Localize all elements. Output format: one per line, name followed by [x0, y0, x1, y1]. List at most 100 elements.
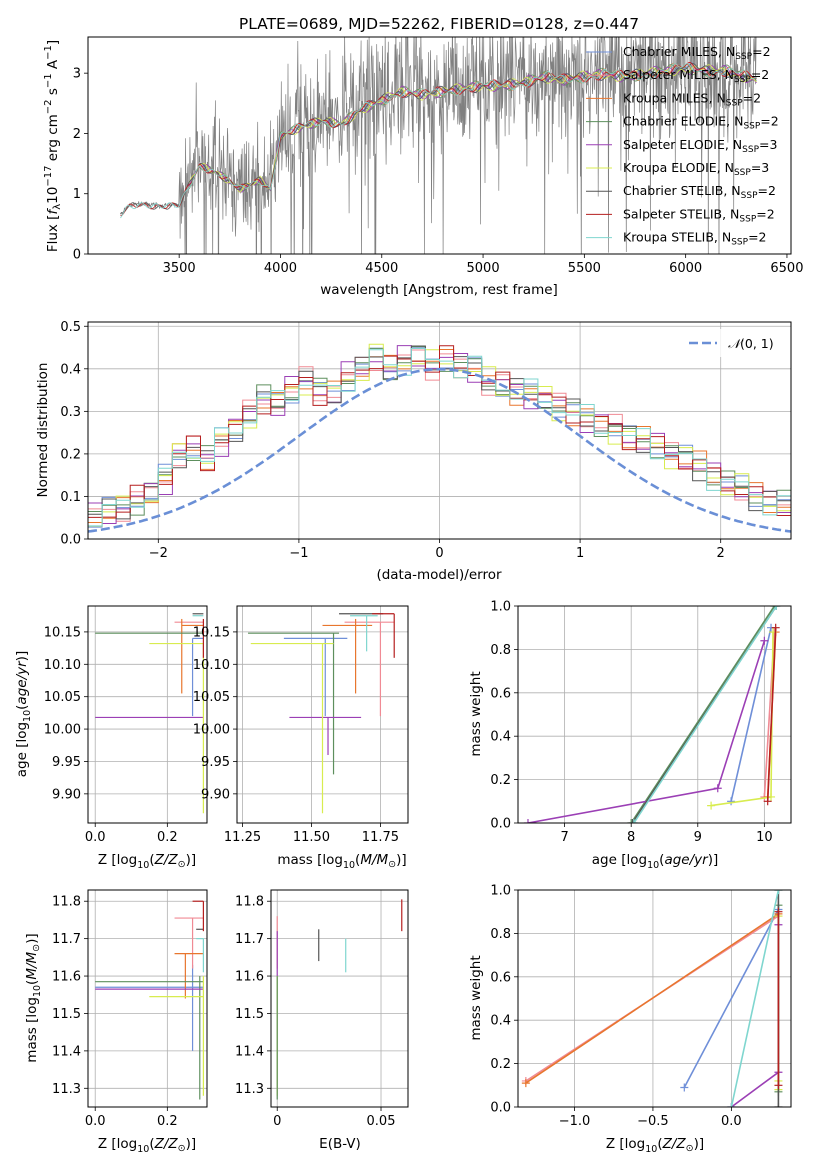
- y-tick-label: 0.8: [490, 643, 511, 658]
- errorbar-chabrier-miles: [191, 637, 204, 717]
- y-tick-label: 1.0: [490, 884, 511, 899]
- y-tick-label: 9.95: [52, 755, 81, 770]
- legend-entry: Salpeter ELODIE, NSSP=3: [623, 137, 777, 155]
- series-line: [730, 924, 780, 1107]
- x-tick-label: 0.0: [721, 1114, 742, 1129]
- errorbar-salpeter-elodie: [289, 716, 362, 755]
- x-tick-label: 0: [273, 1114, 281, 1129]
- histogram-chabrier-miles: [88, 346, 791, 528]
- errorbar-kroupa-elodie: [149, 642, 204, 814]
- y-tick-label: 0.0: [490, 817, 511, 832]
- y-tick-label: 0.3: [60, 405, 81, 420]
- plot-area: [521, 890, 783, 1107]
- series-kroupa-stelib: [629, 606, 781, 823]
- y-tick-label: 0.2: [490, 773, 511, 788]
- y-tick-label: 0.4: [490, 1014, 511, 1029]
- errorbar-salpeter-stelib: [192, 900, 204, 932]
- model-line-salpeter-stelib: [120, 62, 757, 217]
- legend-entry: Salpeter STELIB, NSSP=2: [623, 206, 775, 224]
- panel-age-vs-mass: 11.25 11.50 11.75 9.90 9.95 10.00 10.05 10.10 10…: [193, 605, 409, 871]
- y-tick-label: 0.1: [60, 490, 81, 505]
- y-tick-label: 0.8: [490, 927, 511, 942]
- series-salpeter-stelib: [774, 907, 783, 1090]
- series-marker: [774, 1081, 783, 1090]
- errorbar-kroupa-miles: [322, 618, 373, 694]
- errorbar-kroupa-miles: [174, 953, 204, 999]
- y-tick-label: 0.6: [490, 970, 511, 985]
- y-tick-label: 10.05: [193, 690, 230, 705]
- x-tick-label: 5500: [568, 261, 601, 276]
- panel-mass-vs-z: 0.0 0.2 11.3 11.4 11.5 11.6 11.7 11.8 Z [log10(Z…: [24, 889, 208, 1155]
- legend-entry: Kroupa ELODIE, NSSP=3: [623, 160, 769, 178]
- x-tick-label: 5000: [467, 261, 500, 276]
- series-marker: [772, 606, 781, 610]
- x-axis-label: (data-model)/error: [376, 567, 502, 583]
- x-tick-label: 11.25: [224, 830, 261, 845]
- errorbar-kroupa-stelib: [196, 938, 204, 973]
- y-tick-label: 0.0: [60, 533, 81, 548]
- panel-age-vs-z: 0.0 0.2 9.90 9.95 10.00 10.05 10.10 10.15 Z [log…: [14, 605, 208, 871]
- y-tick-label: 0.2: [60, 447, 81, 462]
- y-tick-label: 3: [73, 67, 81, 82]
- panel-weight-vs-z: −1.0 −0.5 0.0 0.0 0.2 0.4 0.6 0.8 1.0 Z [log10(Z/…: [468, 884, 792, 1155]
- errorbar-salpeter-stelib: [372, 613, 395, 658]
- histogram-kroupa-elodie: [88, 343, 791, 527]
- legend-entry: Chabrier ELODIE, NSSP=2: [623, 114, 779, 132]
- x-axis-label: age [log10(age/yr)]: [592, 852, 718, 871]
- series-line: [730, 627, 772, 802]
- series-marker: [680, 1083, 689, 1092]
- y-tick-label: 11.8: [235, 895, 264, 910]
- x-tick-label: 11.75: [362, 830, 399, 845]
- errorbar-salpeter-miles: [174, 917, 204, 969]
- legend-entry: Chabrier MILES, NSSP=2: [623, 44, 771, 62]
- series-kroupa-miles: [521, 909, 783, 1088]
- series-marker: [774, 1103, 783, 1107]
- x-tick-label: 0.05: [367, 1114, 396, 1129]
- x-tick-label: −1: [289, 546, 308, 561]
- y-tick-label: 1: [73, 187, 81, 202]
- y-axis-label: Normed distribution: [35, 363, 51, 498]
- spectrum-data-line: [120, 37, 757, 254]
- series-line: [525, 913, 779, 1084]
- x-tick-label: −2: [149, 546, 168, 561]
- x-tick-label: 0.2: [157, 1114, 178, 1129]
- legend-entry: Salpeter MILES, NSSP=2: [623, 67, 769, 85]
- series-salpeter-elodie: [523, 636, 769, 823]
- x-tick-label: 4500: [365, 261, 398, 276]
- plot-area: [95, 613, 204, 814]
- plot-area: [88, 343, 791, 533]
- axes-frame: [87, 36, 792, 255]
- y-tick-label: 9.95: [201, 755, 230, 770]
- series-line: [633, 606, 778, 823]
- errorbar-chabrier-miles: [95, 964, 204, 1051]
- histogram-kroupa-miles: [88, 349, 791, 523]
- axes-frame: [87, 605, 208, 824]
- y-tick-label: 9.90: [201, 787, 230, 802]
- series-kroupa-stelib: [727, 890, 783, 1107]
- y-tick-label: 10.10: [44, 658, 81, 673]
- histogram-salpeter-elodie: [88, 345, 791, 524]
- gaussian-curve: [88, 368, 791, 533]
- y-tick-label: 0.0: [490, 1101, 511, 1116]
- y-tick-label: 10.10: [193, 658, 230, 673]
- y-tick-label: 10.05: [44, 690, 81, 705]
- y-tick-label: 11.7: [235, 932, 264, 947]
- x-tick-label: 6500: [770, 261, 803, 276]
- series-marker: [521, 1079, 530, 1088]
- histogram-salpeter-miles: [88, 349, 791, 522]
- y-axis-label: mass [log10(M/M⊙)]: [24, 933, 43, 1062]
- errorbar-chabrier-elodie: [95, 976, 204, 1100]
- series-marker: [771, 623, 780, 632]
- legend-entry: Kroupa MILES, NSSP=2: [623, 90, 761, 108]
- y-tick-label: 11.4: [52, 1044, 81, 1059]
- x-tick-label: 10: [756, 830, 773, 845]
- series-chabrier-elodie: [627, 606, 779, 823]
- panel-residuals: −2 −1 0 1 2 0.0 0.1 0.2 0.3 0.4 0.5 (data-model)/er…: [35, 320, 792, 583]
- series-salpeter-elodie: [727, 920, 783, 1107]
- x-tick-label: 11.50: [293, 830, 330, 845]
- series-marker: [629, 819, 638, 823]
- x-axis-label: Z [log10(Z/Z⊙)]: [98, 852, 196, 871]
- series-marker: [707, 801, 716, 810]
- series-line: [527, 640, 766, 823]
